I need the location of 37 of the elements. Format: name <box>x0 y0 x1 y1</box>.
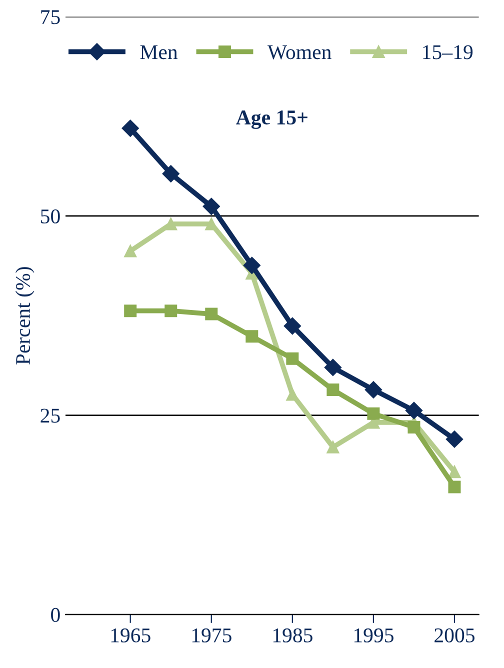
y-axis-title: Percent (%) <box>15 267 34 364</box>
x-tick-label: 1995 <box>354 628 394 642</box>
point <box>124 304 137 318</box>
point <box>122 120 139 137</box>
x-tick-label: 2005 <box>434 628 475 642</box>
point <box>162 165 180 182</box>
y-tick-label: 25 <box>40 408 60 423</box>
point <box>164 218 178 230</box>
text: Age 15+ <box>236 110 308 129</box>
y-tick-label: 50 <box>41 209 60 224</box>
point <box>326 384 340 396</box>
point <box>124 244 137 258</box>
legend-label: Men <box>140 45 178 60</box>
y-tick-label: 75 <box>41 10 60 24</box>
point <box>408 420 420 434</box>
point <box>284 317 301 335</box>
point <box>326 440 340 454</box>
point <box>448 466 461 478</box>
point <box>286 352 299 365</box>
point <box>448 480 461 494</box>
point <box>367 407 380 420</box>
point <box>364 381 382 398</box>
point <box>324 358 342 376</box>
point <box>202 198 220 215</box>
point <box>286 388 299 401</box>
legend-label: Women <box>267 45 332 60</box>
x-tick-label: 1985 <box>273 628 312 642</box>
x-tick-label: 1965 <box>111 628 150 642</box>
point <box>243 256 260 274</box>
x-tick-label: 1975 <box>192 628 232 642</box>
point <box>246 330 258 343</box>
point <box>405 402 423 420</box>
y-tick-label: 0 <box>51 608 60 622</box>
point <box>164 304 178 318</box>
legend-label: 15–19 <box>423 45 473 60</box>
point <box>205 308 218 320</box>
point <box>446 430 464 448</box>
